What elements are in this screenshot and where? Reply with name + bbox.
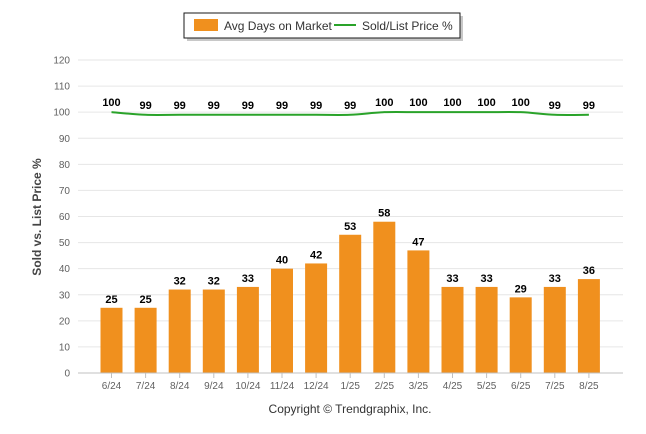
line-value-label: 99: [549, 100, 561, 112]
line-value-label: 100: [443, 97, 461, 109]
bar-avg-days-8-24: [168, 289, 191, 373]
bar-avg-days-10-24: [236, 286, 259, 373]
bar-value-label: 40: [276, 255, 288, 267]
bar-avg-days-7-24: [134, 307, 157, 373]
line-value-label: 100: [102, 97, 120, 109]
copyright-text: Copyright © Trendgraphix, Inc.: [269, 402, 432, 416]
bar-avg-days-11-24: [271, 268, 293, 373]
data-labels: 25 25 32 32 33 40 42 53 58 47 33 33 29 33 36 100 99 99 99 9…: [102, 97, 595, 306]
y-axis-title: Sold vs. List Price %: [30, 158, 44, 276]
line-value-label: 99: [174, 100, 186, 112]
line-value-label: 100: [409, 97, 427, 109]
bar-value-label: 33: [242, 273, 254, 285]
axes: 0 10 20 30 40 50 60 70 80 90 100 110 120 6/24 7/24 8/24…: [53, 56, 623, 392]
y-tick-label: 40: [59, 264, 71, 275]
x-tick-label: 6/25: [511, 381, 531, 392]
y-tick-label: 90: [59, 134, 71, 145]
x-tick-label: 8/24: [170, 381, 190, 392]
bar-avg-days-4-25: [441, 286, 464, 373]
line-value-label: 99: [583, 100, 595, 112]
bar-avg-days-5-25: [475, 286, 498, 373]
bar-value-label: 47: [412, 236, 424, 248]
x-tick-label: 7/25: [545, 381, 565, 392]
bar-value-label: 36: [583, 265, 595, 277]
y-tick-label: 0: [64, 369, 70, 380]
line-value-label: 100: [512, 97, 530, 109]
bar-value-label: 58: [378, 208, 390, 220]
line-value-label: 99: [242, 100, 254, 112]
y-tick-label: 80: [59, 160, 71, 171]
x-tick-label: 7/24: [136, 381, 156, 392]
line-series: [111, 110, 589, 116]
y-tick-label: 50: [59, 238, 71, 249]
line-value-label: 99: [139, 100, 151, 112]
bar-value-label: 33: [480, 273, 492, 285]
y-tick-label: 30: [59, 290, 71, 301]
bar-avg-days-6-25: [509, 297, 532, 373]
y-tick-label: 20: [59, 316, 71, 327]
x-tick-label: 8/25: [579, 381, 599, 392]
y-tick-label: 70: [59, 186, 71, 197]
legend: Avg Days on Market Sold/List Price %: [183, 12, 463, 41]
bar-value-label: 42: [310, 249, 322, 261]
bar-avg-days-12-24: [305, 263, 328, 373]
bar-value-label: 33: [549, 273, 561, 285]
bar-avg-days-8-25: [577, 279, 600, 373]
bar-avg-days-2-25: [373, 221, 396, 373]
line-value-label: 99: [276, 100, 288, 112]
y-tick-label: 120: [53, 56, 70, 67]
x-tick-label: 2/25: [375, 381, 395, 392]
x-tick-label: 9/24: [204, 381, 224, 392]
y-tick-label: 10: [59, 342, 71, 353]
x-tick-label: 12/24: [304, 381, 329, 392]
y-tick-label: 60: [59, 212, 71, 223]
x-tick-label: 4/25: [443, 381, 463, 392]
bar-value-label: 32: [208, 276, 220, 288]
x-tick-label: 11/24: [270, 381, 295, 392]
bar-value-label: 25: [139, 294, 151, 306]
line-value-label: 99: [208, 100, 220, 112]
bar-avg-days-9-24: [202, 289, 225, 373]
bar-avg-days-3-25: [407, 250, 430, 373]
bar-avg-days-7-25: [543, 286, 566, 373]
line-value-label: 100: [477, 97, 495, 109]
legend-label-sold-list: Sold/List Price %: [362, 19, 453, 33]
x-tick-label: 3/25: [409, 381, 429, 392]
bar-value-label: 33: [446, 273, 458, 285]
y-tick-label: 100: [53, 108, 70, 119]
bar-avg-days-1-25: [339, 234, 362, 373]
x-tick-label: 5/25: [477, 381, 497, 392]
bar-value-label: 53: [344, 221, 356, 233]
bar-value-label: 25: [105, 294, 117, 306]
bar-series: [100, 221, 600, 373]
line-value-label: 99: [310, 100, 322, 112]
bar-avg-days-6-24: [100, 307, 123, 373]
legend-label-avg-days: Avg Days on Market: [224, 19, 332, 33]
y-tick-label: 110: [54, 82, 70, 93]
bar-value-label: 29: [515, 283, 527, 295]
bar-value-label: 32: [174, 276, 186, 288]
legend-swatch-avg-days: [194, 19, 218, 31]
x-tick-label: 6/24: [102, 381, 122, 392]
line-sold-list-price: [111, 110, 589, 116]
x-tick-label: 1/25: [340, 381, 360, 392]
x-tick-label: 10/24: [235, 381, 260, 392]
line-value-label: 99: [344, 100, 356, 112]
legend-box: [183, 12, 461, 39]
line-value-label: 100: [375, 97, 393, 109]
